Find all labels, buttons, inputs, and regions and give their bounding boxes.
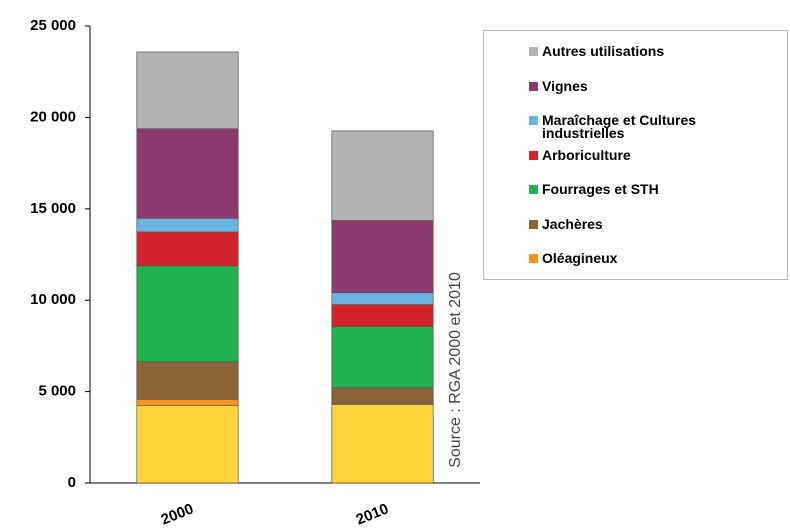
legend-swatch — [529, 47, 538, 56]
legend-item: Arboriculture — [529, 146, 772, 163]
bar-segment — [136, 51, 239, 130]
bar-segment — [331, 220, 434, 294]
bar-segment — [136, 398, 239, 406]
legend-swatch — [529, 150, 538, 160]
legend-item: Maraîchage et Cultures industrielles — [529, 112, 772, 141]
y-tick-label: 0 — [68, 474, 76, 491]
legend-label: Oléagineux — [542, 250, 618, 266]
legend-swatch — [529, 81, 538, 91]
bar-segment — [331, 292, 434, 305]
bar-segment — [331, 304, 434, 327]
legend-item: Oléagineux — [529, 250, 772, 266]
legend-label: Jachères — [542, 215, 603, 232]
legend-item: Jachères — [529, 215, 772, 232]
legend-label: Fourrages et STH — [542, 181, 659, 197]
legend-swatch — [529, 116, 538, 125]
bar-segment — [331, 387, 434, 404]
y-tick-label: 20 000 — [30, 108, 76, 125]
legend-label: Arboriculture — [542, 146, 631, 163]
y-tick-label: 25 000 — [30, 17, 76, 34]
bar-segment — [136, 128, 239, 219]
legend-swatch — [529, 185, 538, 194]
y-tick-label: 5 000 — [38, 383, 76, 400]
bar-segment — [136, 361, 239, 400]
legend-swatch — [529, 219, 538, 229]
x-tick-label: 2000 — [159, 500, 196, 528]
legend-label: Maraîchage et Cultures industrielles — [542, 112, 697, 141]
legend-item: Autres utilisations — [529, 43, 772, 59]
legend: Autres utilisations Vignes Maraîchage et C… — [483, 30, 788, 280]
bar-segment — [331, 130, 434, 221]
legend-label: Autres utilisations — [542, 43, 665, 59]
annotation: Source : RGA 2000 et 2010 — [447, 272, 464, 468]
bar-segment — [331, 326, 434, 389]
bar-segment — [136, 231, 239, 267]
x-tick-label: 2010 — [354, 500, 391, 528]
legend-item: Fourrages et STH — [529, 181, 772, 197]
legend-swatch — [529, 254, 538, 263]
y-tick-label: 10 000 — [30, 291, 76, 308]
bar-segment — [136, 404, 239, 484]
bar-segment — [136, 265, 239, 363]
legend-item: Vignes — [529, 77, 772, 94]
bar-segment — [136, 217, 239, 233]
y-tick-label: 15 000 — [30, 200, 76, 217]
bar-segment — [331, 404, 434, 484]
legend-label: Vignes — [542, 77, 588, 94]
